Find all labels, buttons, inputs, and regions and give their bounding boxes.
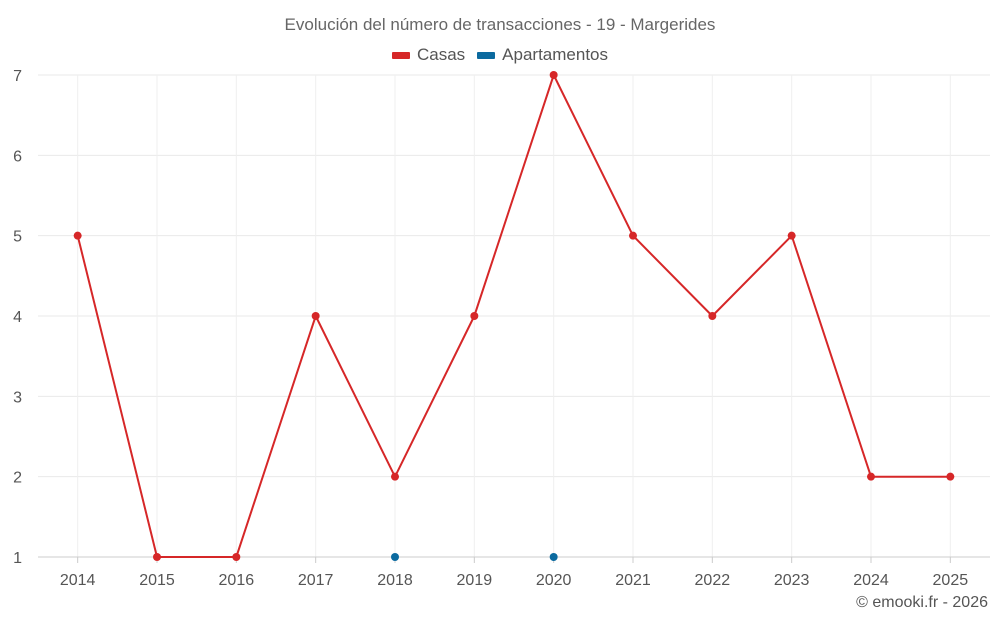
x-tick-label: 2018 — [377, 572, 413, 589]
data-point-casas — [549, 71, 558, 79]
y-tick-label: 3 — [13, 389, 22, 406]
x-tick-label: 2023 — [774, 572, 810, 589]
legend-swatch-apartamentos — [477, 51, 496, 59]
y-tick-label: 2 — [13, 470, 22, 487]
data-point-casas — [946, 472, 955, 481]
x-tick-label: 2014 — [60, 572, 96, 589]
legend-label-apartamentos: Apartamentos — [502, 45, 609, 64]
data-point-apartamentos — [549, 553, 558, 561]
x-tick-label: 2017 — [298, 572, 334, 589]
y-tick-label: 1 — [13, 550, 22, 567]
y-tick-label: 4 — [13, 309, 22, 326]
data-point-casas — [232, 553, 241, 561]
data-point-casas — [629, 231, 637, 240]
x-tick-label: 2025 — [933, 572, 969, 589]
x-tick-label: 2024 — [853, 572, 889, 589]
data-point-casas — [867, 472, 875, 481]
legend-item-casas[interactable]: Casas — [391, 45, 466, 65]
data-point-casas — [73, 231, 82, 240]
data-point-casas — [787, 231, 796, 240]
credit-text: © emooki.fr - 2026 — [856, 594, 988, 611]
data-point-casas — [708, 312, 717, 320]
legend-item-apartamentos[interactable]: Apartamentos — [477, 45, 608, 65]
chart-title: Evolución del número de transacciones - … — [284, 15, 716, 34]
x-tick-label: 2016 — [219, 572, 255, 589]
legend: Casas Apartamentos — [0, 45, 1000, 65]
data-point-casas — [470, 312, 479, 320]
y-tick-label: 5 — [13, 229, 22, 246]
x-tick-label: 2015 — [139, 572, 175, 589]
x-tick-label: 2020 — [536, 572, 572, 589]
y-tick-label: 6 — [13, 148, 22, 165]
data-point-apartamentos — [391, 553, 399, 561]
x-tick-label: 2022 — [695, 572, 731, 589]
x-tick-label: 2021 — [615, 572, 651, 589]
series-line-casas — [76, 74, 951, 558]
data-point-casas — [391, 472, 399, 481]
legend-swatch-casas — [391, 51, 410, 59]
legend-label-casas: Casas — [416, 45, 466, 64]
y-tick-label: 7 — [13, 68, 22, 85]
x-tick-label: 2019 — [457, 572, 493, 589]
data-point-casas — [153, 553, 161, 561]
data-point-casas — [311, 312, 320, 320]
